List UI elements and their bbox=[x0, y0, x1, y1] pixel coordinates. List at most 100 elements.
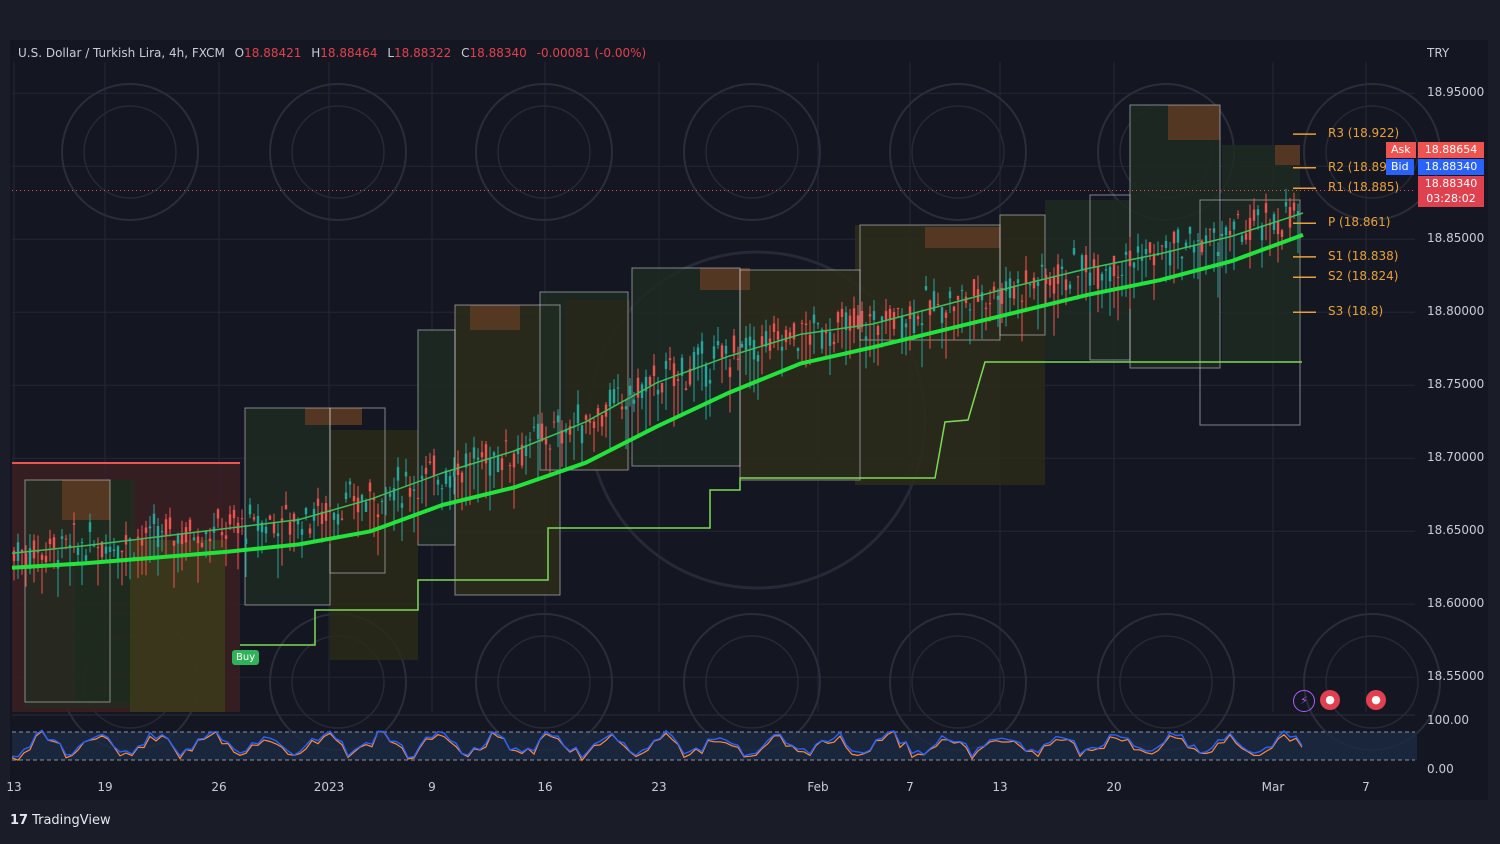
candle-body bbox=[220, 532, 224, 536]
candle-body bbox=[980, 292, 984, 301]
candle-body bbox=[1208, 228, 1212, 230]
y-tick-label: 18.75000 bbox=[1427, 377, 1485, 392]
x-tick-label: 9 bbox=[428, 780, 436, 794]
candle-body bbox=[192, 537, 196, 540]
candle-body bbox=[540, 423, 544, 442]
candle-body bbox=[268, 515, 272, 520]
candle-body bbox=[484, 444, 488, 464]
y-tick-label: 18.60000 bbox=[1427, 596, 1485, 611]
candle-body bbox=[288, 521, 292, 535]
candle-body bbox=[668, 358, 672, 361]
candle-body bbox=[780, 346, 784, 351]
candle-body bbox=[620, 406, 624, 410]
candle-body bbox=[252, 517, 256, 520]
x-tick-label: 16 bbox=[537, 780, 553, 794]
watermark-ring bbox=[889, 83, 1027, 221]
candle-body bbox=[200, 542, 204, 547]
candle-body bbox=[64, 538, 68, 540]
candle-body bbox=[240, 518, 244, 520]
candle-body bbox=[280, 518, 284, 523]
candle-body bbox=[152, 513, 156, 525]
candle-body bbox=[940, 307, 944, 324]
candle-body bbox=[1280, 230, 1284, 237]
candle-body bbox=[1068, 284, 1072, 289]
candle-body bbox=[100, 541, 104, 558]
candle-body bbox=[1192, 245, 1196, 253]
candle-body bbox=[812, 314, 816, 324]
candle-body bbox=[332, 512, 336, 520]
candle-body bbox=[412, 489, 416, 491]
candle-body bbox=[552, 421, 556, 423]
candle-body bbox=[448, 476, 452, 488]
candle-body bbox=[344, 492, 348, 500]
candle-body bbox=[1072, 248, 1076, 255]
candle-body bbox=[1092, 259, 1096, 269]
candle-body bbox=[176, 535, 180, 544]
candle-body bbox=[968, 309, 972, 311]
candle-body bbox=[536, 423, 540, 440]
candle-body bbox=[284, 504, 288, 510]
candle-body bbox=[508, 465, 512, 467]
candle-body bbox=[632, 399, 636, 404]
candle-body bbox=[1000, 288, 1004, 304]
chart-header: U.S. Dollar / Turkish Lira, 4h, FXCM O18… bbox=[18, 46, 646, 60]
low-value: 18.88322 bbox=[394, 46, 452, 60]
tradingview-brand[interactable]: 17 TradingView bbox=[10, 813, 111, 828]
candle-body bbox=[628, 385, 632, 396]
candle-body bbox=[76, 547, 80, 555]
candle-body bbox=[276, 533, 280, 537]
candle-body bbox=[1028, 284, 1032, 286]
candle-body bbox=[956, 295, 960, 301]
watermark-ring bbox=[475, 83, 613, 221]
brand-name: TradingView bbox=[32, 813, 111, 828]
candle-body bbox=[972, 279, 976, 296]
range-zone bbox=[1000, 215, 1045, 485]
candle-body bbox=[672, 363, 676, 387]
candle-body bbox=[136, 536, 140, 539]
range-box-outline bbox=[739, 269, 861, 481]
watermark-ring-inner bbox=[911, 105, 1005, 199]
candle-body bbox=[892, 312, 896, 329]
candle-body bbox=[740, 344, 744, 348]
pivot-label: S2 (18.824) bbox=[1328, 269, 1399, 284]
us-flag-icon[interactable]: ● bbox=[1320, 690, 1340, 710]
candle-body bbox=[164, 519, 168, 535]
candle-body bbox=[456, 463, 460, 476]
watermark-ring-inner bbox=[1119, 635, 1213, 729]
watermark-ring-inner bbox=[83, 105, 177, 199]
candle-body bbox=[592, 421, 596, 429]
x-tick-label: 2023 bbox=[313, 780, 345, 794]
candle-body bbox=[1100, 273, 1104, 281]
candle-body bbox=[376, 514, 380, 518]
candle-body bbox=[576, 404, 580, 424]
close-label: C bbox=[461, 46, 470, 60]
candle-body bbox=[392, 487, 396, 501]
candle-body bbox=[1240, 235, 1244, 242]
candle-body bbox=[244, 538, 248, 544]
open-label: O bbox=[234, 46, 245, 60]
lightning-icon[interactable]: ⚡ bbox=[1293, 690, 1315, 712]
candle-body bbox=[140, 538, 144, 546]
candle-body bbox=[88, 522, 92, 532]
range-zone bbox=[855, 225, 1000, 485]
candle-body bbox=[548, 448, 552, 450]
candle-body bbox=[180, 533, 184, 545]
candle-body bbox=[1140, 256, 1144, 261]
buy-signal-label[interactable]: Buy bbox=[232, 650, 260, 665]
candle-body bbox=[1148, 242, 1152, 253]
candle-body bbox=[1168, 250, 1172, 266]
candle-body bbox=[352, 496, 356, 502]
candle-body bbox=[360, 494, 364, 502]
candle-body bbox=[1064, 279, 1068, 291]
candle-body bbox=[880, 316, 884, 321]
candle-body bbox=[1256, 209, 1260, 216]
x-tick-label: Mar bbox=[1261, 780, 1285, 794]
candle-body bbox=[500, 458, 504, 471]
us-flag-icon-2[interactable]: ● bbox=[1366, 690, 1386, 710]
candle-body bbox=[1160, 245, 1164, 247]
watermark-ring bbox=[475, 613, 613, 751]
candle-body bbox=[588, 420, 592, 423]
candle-body bbox=[72, 523, 76, 525]
watermark-ring-inner bbox=[497, 635, 591, 729]
